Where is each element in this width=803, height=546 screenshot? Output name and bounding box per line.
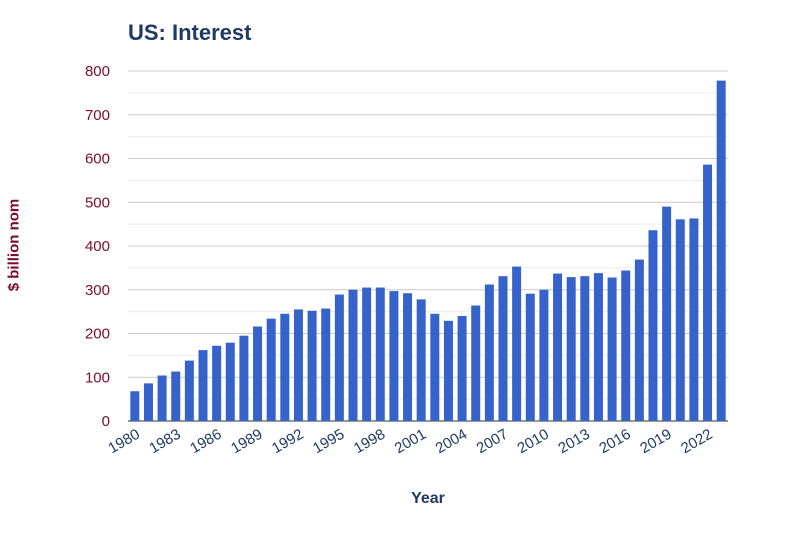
- x-axis-label: Year: [411, 490, 445, 507]
- bar: [239, 335, 249, 421]
- y-tick-label: 200: [85, 326, 110, 343]
- bar: [334, 294, 344, 421]
- bar: [662, 206, 672, 421]
- bar: [580, 276, 590, 421]
- bar: [293, 309, 303, 421]
- bar: [430, 313, 440, 421]
- bar: [403, 293, 413, 421]
- bar: [212, 345, 222, 421]
- bar: [143, 383, 153, 421]
- bar: [253, 326, 263, 421]
- bar: [375, 287, 385, 421]
- x-tick-label: 2016: [596, 426, 633, 457]
- bar: [471, 305, 481, 421]
- x-tick-label: 1998: [351, 426, 388, 457]
- x-tick-label: 1983: [146, 426, 183, 457]
- bar: [157, 375, 167, 421]
- bar: [280, 313, 290, 421]
- x-tick-label: 1992: [269, 426, 306, 457]
- x-tick-label: 1986: [187, 426, 224, 457]
- bar: [593, 273, 603, 421]
- y-tick-labels: 0 100 200 300 400 500 600 700 800: [85, 63, 110, 430]
- y-tick-label: 300: [85, 282, 110, 299]
- y-tick-label: 0: [102, 413, 110, 430]
- x-tick-label: 2022: [678, 426, 715, 457]
- bar: [130, 391, 140, 421]
- bar: [484, 284, 494, 421]
- bar: [416, 299, 426, 421]
- bar: [512, 266, 522, 421]
- bar: [457, 316, 467, 421]
- x-tick-label: 2007: [474, 426, 511, 457]
- bar: [348, 289, 358, 421]
- y-tick-label: 600: [85, 151, 110, 168]
- bar: [389, 291, 399, 421]
- bar: [321, 308, 331, 421]
- bar: [525, 293, 535, 421]
- bar: [539, 289, 549, 421]
- x-tick-label: 2013: [555, 426, 592, 457]
- y-tick-label: 100: [85, 369, 110, 386]
- x-tick-label: 1980: [105, 426, 142, 457]
- x-tick-label: 1989: [228, 426, 265, 457]
- x-tick-label: 1995: [310, 426, 347, 457]
- y-tick-label: 800: [85, 63, 110, 80]
- x-tick-label: 2004: [433, 426, 470, 457]
- bar: [553, 273, 563, 421]
- bar: [634, 259, 644, 421]
- bar: [198, 350, 208, 421]
- x-tick-label: 2019: [637, 426, 674, 457]
- chart-title: US: Interest: [128, 20, 252, 45]
- y-tick-label: 700: [85, 107, 110, 124]
- bar: [362, 287, 372, 421]
- bar: [266, 318, 276, 421]
- bar: [621, 270, 631, 421]
- x-tick-labels: 1980 1983 1986 1989 1992 1995 1998 2001 2004 2007…: [105, 426, 715, 457]
- gridlines: [128, 70, 728, 422]
- bar: [171, 371, 181, 421]
- bar: [689, 218, 699, 421]
- bar: [703, 164, 713, 421]
- bar: [675, 219, 685, 421]
- x-tick-label: 2010: [515, 426, 552, 457]
- bar: [184, 360, 194, 421]
- y-tick-label: 400: [85, 238, 110, 255]
- bars: [130, 80, 726, 421]
- bar: [648, 230, 658, 421]
- bar: [607, 277, 617, 421]
- bar: [716, 80, 726, 421]
- bar: [443, 320, 453, 421]
- x-tick-label: 2001: [392, 426, 429, 457]
- bar: [566, 277, 576, 421]
- bar: [307, 310, 317, 421]
- y-tick-label: 500: [85, 194, 110, 211]
- bar: [225, 342, 235, 421]
- bar: [498, 276, 508, 421]
